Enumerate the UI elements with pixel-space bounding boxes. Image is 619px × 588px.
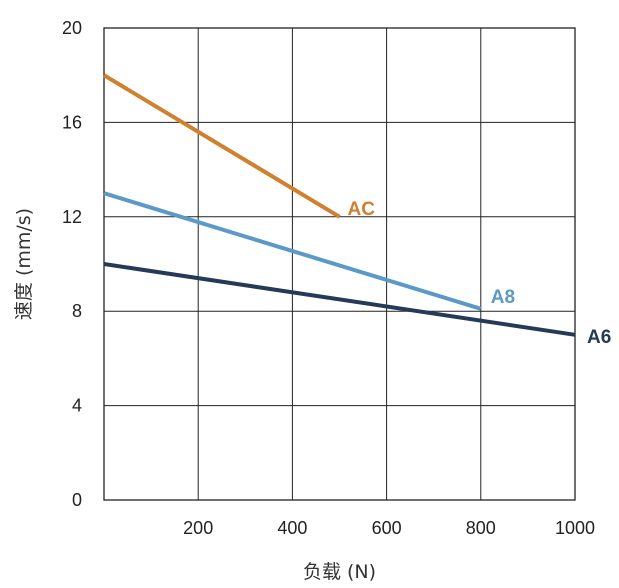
series-label: A6 xyxy=(587,327,611,348)
series-line xyxy=(103,191,482,311)
y-tick-label: 12 xyxy=(62,207,82,227)
x-tick-label: 400 xyxy=(277,518,307,538)
y-tick-label: 0 xyxy=(72,490,82,510)
series-label: A8 xyxy=(491,287,515,308)
y-tick-label: 20 xyxy=(62,18,82,38)
y-axis-ticks: 0 4 8 12 16 20 xyxy=(62,18,82,510)
x-axis-label: 负载 (N) xyxy=(303,561,376,583)
x-axis-ticks: 200 400 600 800 1000 xyxy=(183,518,595,538)
y-axis-label: 速度 (mm/s) xyxy=(13,208,35,320)
series-a6: A6 xyxy=(103,262,611,348)
y-tick-label: 4 xyxy=(72,396,82,416)
y-tick-label: 16 xyxy=(62,112,82,132)
series-ac: AC xyxy=(102,73,376,220)
series-layer: AC A8 A6 xyxy=(102,73,611,348)
series-a8: A8 xyxy=(103,191,515,311)
series-line xyxy=(103,262,576,337)
x-tick-label: 600 xyxy=(372,518,402,538)
y-tick-label: 8 xyxy=(72,301,82,321)
x-tick-label: 800 xyxy=(466,518,496,538)
series-label: AC xyxy=(348,199,376,220)
x-tick-label: 1000 xyxy=(555,518,595,538)
series-line xyxy=(102,73,341,219)
x-tick-label: 200 xyxy=(183,518,213,538)
